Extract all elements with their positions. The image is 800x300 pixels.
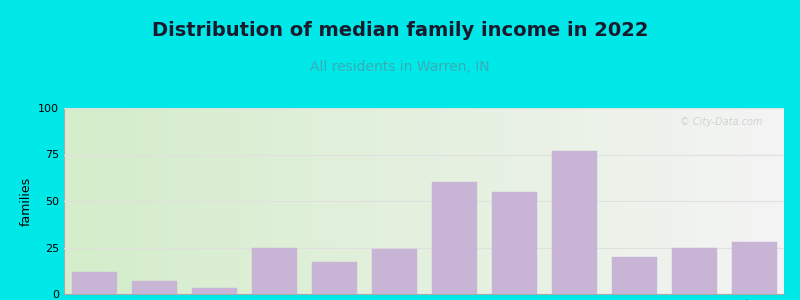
Bar — [551, 151, 597, 294]
Y-axis label: families: families — [19, 176, 33, 226]
Bar — [671, 248, 717, 294]
Bar — [71, 272, 117, 294]
Bar — [251, 248, 297, 294]
Text: Distribution of median family income in 2022: Distribution of median family income in … — [152, 21, 648, 40]
Text: All residents in Warren, IN: All residents in Warren, IN — [310, 60, 490, 74]
Bar — [191, 288, 237, 294]
Text: © City-Data.com: © City-Data.com — [680, 117, 762, 127]
Bar — [131, 281, 177, 294]
Bar — [431, 182, 477, 294]
Bar — [371, 249, 417, 294]
Bar — [611, 257, 657, 294]
Bar — [491, 192, 537, 294]
Bar — [731, 242, 777, 294]
Bar — [311, 262, 357, 294]
